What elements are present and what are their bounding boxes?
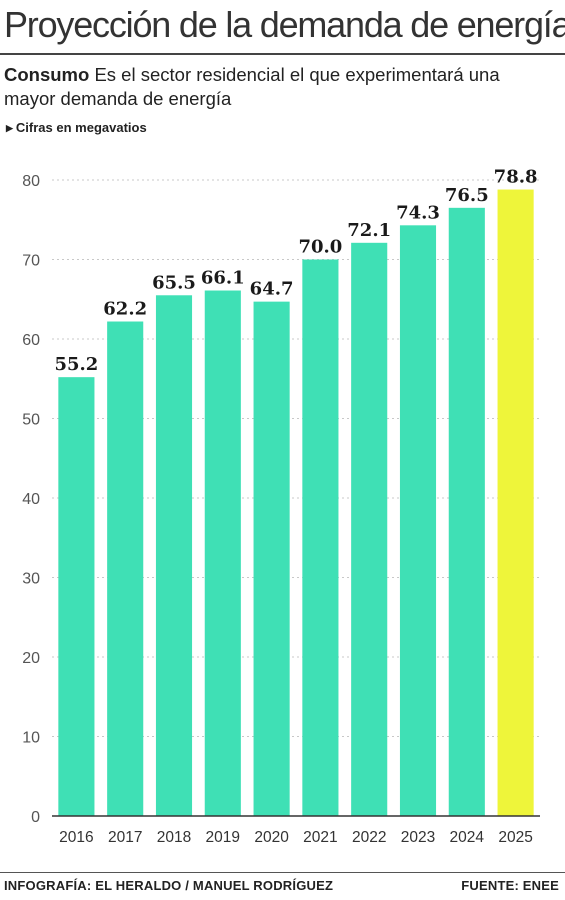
- credit-text: INFOGRAFÍA: EL HERALDO / MANUEL RODRÍGUE…: [4, 878, 334, 893]
- bar: [302, 259, 339, 816]
- y-tick-label: 20: [22, 650, 40, 667]
- data-label: 62.2: [103, 299, 147, 320]
- x-tick-label: 2023: [401, 829, 435, 846]
- bar-chart: 55.2 62.265.5 66.164.770.072.174.376.578.8…: [22, 167, 540, 846]
- footer-divider: [0, 872, 565, 873]
- bar-layer: [58, 189, 534, 816]
- x-tick-label: 2019: [206, 829, 240, 846]
- bar: [204, 290, 241, 816]
- bar: [253, 301, 290, 816]
- bar: [155, 295, 193, 816]
- data-label: 76.5: [445, 185, 489, 206]
- data-label: 72.1: [347, 220, 391, 241]
- data-label: 78.8: [494, 167, 538, 188]
- bar: [399, 225, 437, 816]
- chart-subtitle: Consumo Es el sector residencial el que …: [4, 63, 556, 111]
- unit-note-text: Cifras en megavatios: [15, 120, 147, 135]
- x-tick-label: 2025: [498, 829, 532, 846]
- y-tick-label: 50: [22, 412, 40, 429]
- y-tick-label: 30: [22, 571, 40, 588]
- x-tick-label: 2018: [157, 829, 191, 846]
- axis-layer: 0 10 20 30 40 50 60 70 80 2016 2017 2018 2019 2020 202…: [22, 173, 540, 846]
- bar: [58, 377, 95, 816]
- x-tick-label: 2024: [450, 829, 485, 846]
- data-label: 70.0: [298, 237, 342, 258]
- data-label: 65.5: [152, 272, 196, 293]
- x-tick-label: 2016: [59, 829, 93, 846]
- y-tick-label: 0: [31, 809, 40, 826]
- title-divider: [0, 53, 565, 55]
- bar: [107, 321, 144, 816]
- y-tick-label: 70: [22, 253, 40, 270]
- unit-note: ▶ Cifras en megavatios: [6, 120, 147, 135]
- subtitle-text: Es el sector residencial el que experime…: [4, 64, 500, 109]
- label-layer: 55.2 62.265.5 66.164.770.072.174.376.578.8: [54, 167, 537, 376]
- x-tick-label: 2022: [352, 829, 386, 846]
- x-tick-label: 2021: [303, 829, 337, 846]
- data-label: 74.3: [396, 202, 440, 223]
- subtitle-lead: Consumo: [4, 64, 90, 85]
- data-label: 64.7: [250, 279, 294, 300]
- bar: [351, 242, 388, 816]
- y-tick-label: 80: [22, 173, 40, 190]
- y-tick-label: 60: [22, 332, 40, 349]
- source-text: FUENTE: ENEE: [461, 878, 559, 893]
- triangle-right-icon: ▶: [6, 123, 13, 133]
- y-tick-label: 10: [22, 730, 40, 747]
- bar: [448, 207, 485, 816]
- data-label: 66.1: [201, 268, 245, 289]
- y-tick-label: 40: [22, 491, 40, 508]
- chart-title: Proyección de la demanda de energía: [4, 4, 565, 45]
- x-tick-label: 2017: [108, 829, 142, 846]
- x-tick-label: 2020: [254, 829, 289, 846]
- data-label: 55.2: [54, 354, 98, 375]
- bar: [497, 189, 534, 816]
